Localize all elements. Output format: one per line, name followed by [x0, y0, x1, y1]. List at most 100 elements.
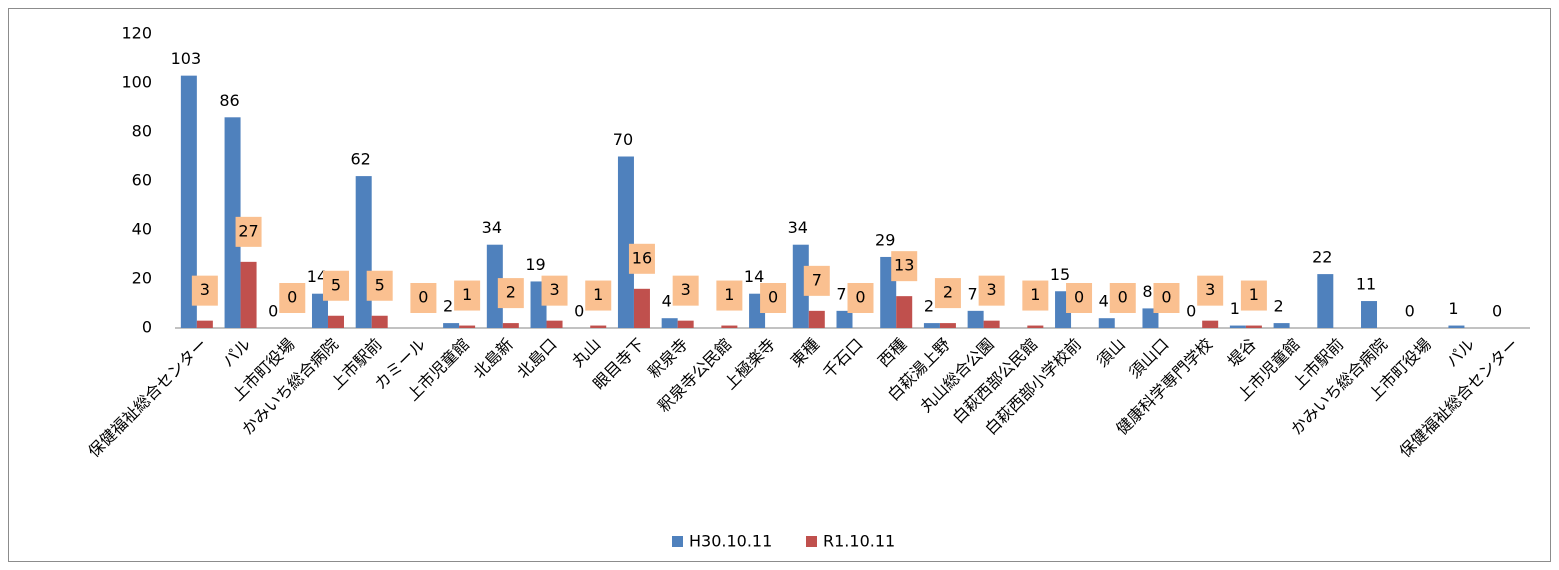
bar	[939, 323, 956, 328]
data-label: 1	[1030, 285, 1040, 304]
bar	[180, 75, 197, 329]
bar	[1317, 274, 1334, 328]
data-label-box	[628, 243, 655, 274]
data-label: 8	[1142, 282, 1152, 301]
bar	[1098, 318, 1115, 328]
data-label-box	[978, 275, 1005, 306]
data-label: 0	[1118, 288, 1128, 307]
bar	[677, 320, 694, 328]
data-label: 0	[768, 288, 778, 307]
bar	[661, 318, 678, 328]
data-label: 7	[836, 284, 846, 303]
data-label: 0	[574, 302, 584, 321]
bar	[459, 325, 476, 328]
bar	[240, 261, 257, 328]
data-label-box	[1022, 280, 1049, 311]
data-label: 15	[1050, 265, 1070, 284]
bar	[311, 293, 328, 328]
data-label-box	[1066, 283, 1093, 313]
data-label-box	[803, 265, 830, 296]
data-label: 70	[613, 130, 633, 149]
data-label: 0	[1074, 288, 1084, 307]
data-label: 7	[968, 284, 978, 303]
data-label-box	[279, 283, 306, 313]
bar	[590, 325, 607, 328]
data-label: 1	[1448, 299, 1458, 318]
bar	[443, 323, 460, 328]
bar	[923, 323, 940, 328]
data-label: 86	[219, 91, 239, 110]
data-label: 2	[1274, 297, 1284, 316]
data-label: 27	[238, 221, 258, 240]
bar	[355, 176, 372, 328]
bar	[896, 296, 913, 328]
data-label: 34	[482, 218, 502, 237]
data-label-box	[541, 275, 568, 306]
data-label: 0	[855, 288, 865, 307]
bar	[792, 244, 809, 328]
legend-swatch	[806, 536, 817, 547]
y-tick-label: 40	[132, 220, 152, 239]
y-tick-label: 20	[132, 269, 152, 288]
data-label-box	[322, 270, 349, 301]
data-label: 0	[1492, 302, 1502, 321]
data-label-box	[716, 280, 743, 311]
data-label-box	[1240, 280, 1267, 311]
bar	[967, 310, 984, 328]
data-label: 0	[1186, 302, 1196, 321]
data-label: 11	[1356, 275, 1376, 294]
y-tick-label: 0	[142, 318, 152, 337]
bar	[983, 320, 1000, 328]
bar	[502, 323, 519, 328]
data-label: 0	[268, 302, 278, 321]
data-label-box	[585, 280, 612, 311]
data-label: 1	[462, 285, 472, 304]
data-label: 3	[1205, 280, 1215, 299]
data-label: 1	[1249, 285, 1259, 304]
data-label-box	[235, 216, 262, 247]
legend-swatch	[672, 536, 683, 547]
data-label: 1	[593, 285, 603, 304]
data-label: 0	[287, 288, 297, 307]
data-label-box	[1153, 283, 1180, 313]
legend-label: H30.10.11	[689, 532, 772, 551]
data-label: 2	[924, 297, 934, 316]
bar	[1142, 308, 1159, 328]
bar	[808, 310, 825, 328]
bar	[546, 320, 563, 328]
data-label: 29	[875, 230, 895, 249]
data-label: 1	[1230, 299, 1240, 318]
data-label: 3	[549, 280, 559, 299]
bar	[836, 310, 853, 328]
y-tick-label: 60	[132, 171, 152, 190]
bar	[371, 315, 388, 328]
data-label-box	[1197, 275, 1224, 306]
bar	[1273, 323, 1290, 328]
data-label: 16	[632, 248, 652, 267]
data-label: 14	[744, 267, 764, 286]
y-tick-label: 120	[121, 24, 152, 43]
data-label: 4	[662, 292, 672, 311]
bar	[1027, 325, 1044, 328]
bar	[1202, 320, 1219, 328]
data-label: 5	[331, 275, 341, 294]
data-label: 5	[375, 275, 385, 294]
data-label: 2	[506, 283, 516, 302]
bar	[1229, 325, 1246, 328]
data-label: 0	[1161, 288, 1171, 307]
data-label: 62	[351, 150, 371, 169]
bar	[1361, 301, 1378, 328]
data-label-box	[672, 275, 699, 306]
bar	[1448, 325, 1465, 328]
data-label-box	[454, 280, 481, 311]
data-label-box	[1109, 283, 1136, 313]
bar	[224, 117, 241, 328]
data-label-box	[934, 278, 961, 309]
data-label: 0	[418, 288, 428, 307]
y-tick-label: 100	[121, 73, 152, 92]
data-label: 14	[307, 267, 327, 286]
data-label: 1	[724, 285, 734, 304]
data-label-box	[410, 283, 437, 313]
